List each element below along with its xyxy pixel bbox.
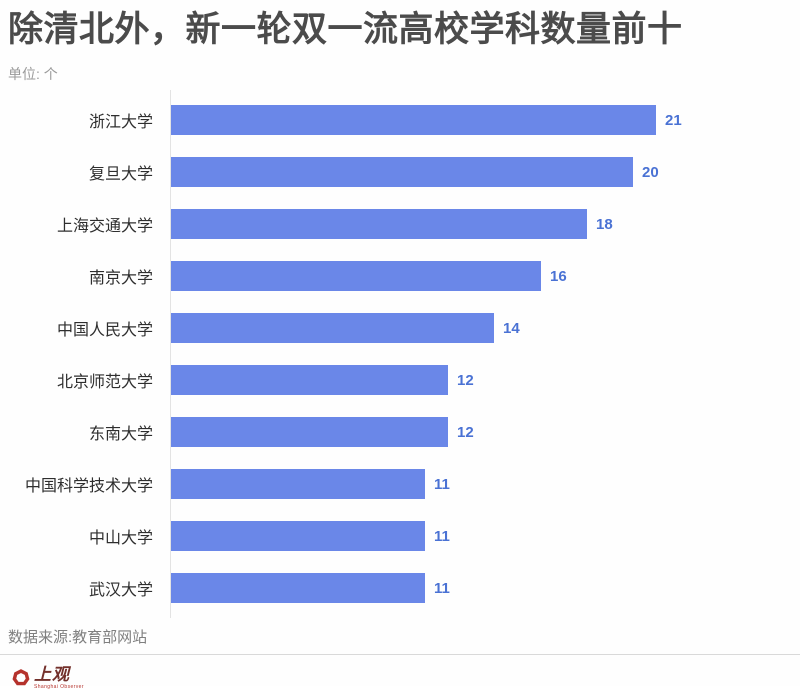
bar-track: 11 [171, 573, 800, 604]
footer-divider [0, 654, 800, 656]
value-label: 11 [434, 475, 450, 493]
category-label: 上海交通大学 [56, 218, 153, 236]
bar-row: 中山大学 11 [0, 510, 800, 562]
bar-row: 南京大学 16 [0, 250, 800, 302]
category-label: 复旦大学 [88, 166, 153, 184]
unit-label: 单位: 个 [8, 66, 58, 83]
chart-rows: 浙江大学 21 复旦大学 20 上海交通大学 18 南京大学 16 中国人民大学 14 北京师范大学… [0, 94, 800, 614]
chart-footer: 数据来源:教育部网站 上观 Shanghai Observer [0, 626, 800, 693]
logo-name: 上观 [34, 664, 70, 685]
bar [171, 365, 448, 396]
value-label: 12 [457, 423, 474, 441]
bar [171, 469, 425, 500]
category-label: 南京大学 [88, 270, 153, 288]
bar-track: 12 [171, 417, 800, 448]
category-label: 中国科学技术大学 [24, 478, 153, 496]
bar [171, 573, 425, 604]
bar-track: 14 [171, 313, 800, 344]
bar-track: 18 [171, 209, 800, 240]
bar-row: 中国人民大学 14 [0, 302, 800, 354]
value-label: 11 [434, 579, 450, 597]
bar [171, 313, 494, 344]
bar-track: 16 [171, 261, 800, 292]
data-source-text: 数据来源:教育部网站 [8, 629, 148, 647]
chart-title: 除清北外，新一轮双一流高校学科数量前十 [8, 10, 683, 49]
category-label: 中国人民大学 [56, 322, 153, 340]
bar-row: 浙江大学 21 [0, 94, 800, 146]
value-label: 11 [434, 527, 450, 545]
category-label: 东南大学 [88, 426, 153, 444]
bar [171, 209, 587, 240]
value-label: 20 [642, 163, 659, 181]
bar-track: 20 [171, 157, 800, 188]
bar-row: 上海交通大学 18 [0, 198, 800, 250]
bar [171, 417, 448, 448]
bar-row: 东南大学 12 [0, 406, 800, 458]
publisher-logo: 上观 Shanghai Observer [0, 655, 800, 693]
bar-row: 北京师范大学 12 [0, 354, 800, 406]
value-label: 21 [665, 111, 682, 129]
bar-row: 武汉大学 11 [0, 562, 800, 614]
logo-text: 上观 Shanghai Observer [34, 664, 84, 690]
bar-row: 复旦大学 20 [0, 146, 800, 198]
bar-chart: 浙江大学 21 复旦大学 20 上海交通大学 18 南京大学 16 中国人民大学 14 北京师范大学… [0, 90, 800, 619]
bar-track: 21 [171, 105, 800, 136]
value-label: 16 [550, 267, 567, 285]
bar [171, 261, 541, 292]
value-label: 14 [503, 319, 520, 337]
bar [171, 105, 656, 136]
category-label: 武汉大学 [88, 582, 153, 600]
category-label: 浙江大学 [88, 114, 153, 132]
bar [171, 521, 425, 552]
bar [171, 157, 633, 188]
logo-ring-icon [12, 669, 30, 687]
category-label: 北京师范大学 [56, 374, 153, 392]
category-label: 中山大学 [88, 530, 153, 548]
value-label: 12 [457, 371, 474, 389]
bar-row: 中国科学技术大学 11 [0, 458, 800, 510]
bar-track: 11 [171, 469, 800, 500]
y-axis-line [170, 90, 171, 619]
bar-track: 12 [171, 365, 800, 396]
bar-track: 11 [171, 521, 800, 552]
value-label: 18 [596, 215, 613, 233]
